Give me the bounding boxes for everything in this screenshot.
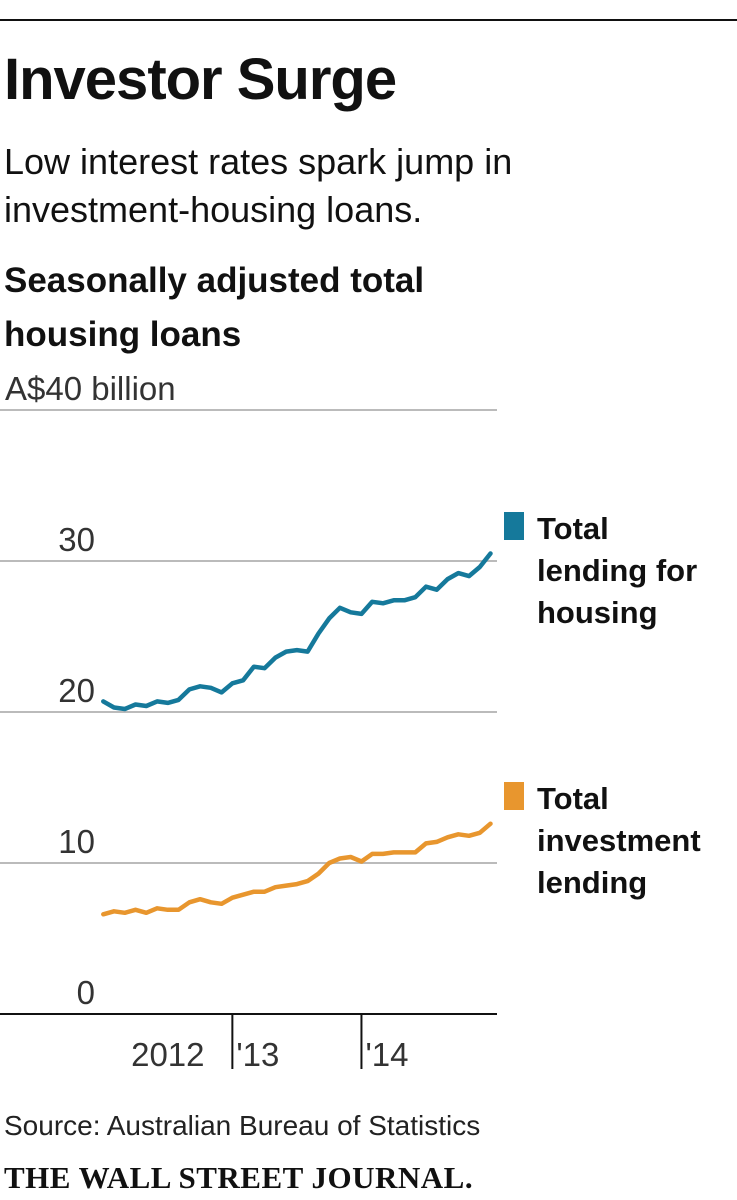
chart-subtitle: Low interest rates spark jump in investm… (4, 141, 513, 230)
logo: THE WALL STREET JOURNAL. (4, 1160, 474, 1195)
x-tick-label: '13 (236, 1036, 279, 1073)
chart-title: Investor Surge (4, 47, 397, 112)
legend-label: Total lending for housing (537, 511, 698, 630)
series-line (101, 551, 493, 712)
x-tick-label: '14 (365, 1036, 408, 1073)
series-line (101, 821, 493, 917)
y-tick-label: 30 (58, 521, 95, 558)
x-tick-label: 2012 (131, 1036, 204, 1073)
legend-label: Total investment lending (537, 781, 701, 900)
y-tick-label: 10 (58, 823, 95, 860)
y-tick-label: 0 (77, 974, 95, 1011)
chart-description: Seasonally adjusted total housing loans (4, 261, 425, 354)
source: Source: Australian Bureau of Statistics (4, 1110, 481, 1141)
legend-swatch (504, 512, 524, 540)
y-tick-label: A$40 billion (5, 370, 176, 407)
y-tick-label: 20 (58, 672, 95, 709)
legend-swatch (504, 782, 524, 810)
